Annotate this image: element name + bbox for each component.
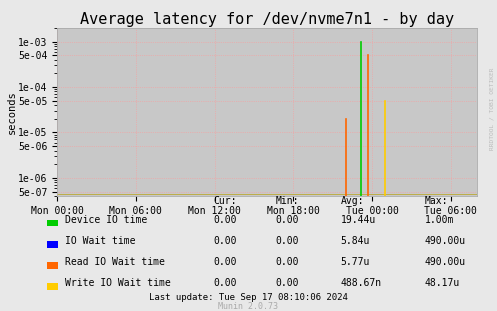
Text: 0.00: 0.00 — [214, 215, 237, 225]
Text: 0.00: 0.00 — [276, 278, 299, 288]
Text: 48.17u: 48.17u — [425, 278, 460, 288]
Text: Munin 2.0.73: Munin 2.0.73 — [219, 302, 278, 311]
Text: 0.00: 0.00 — [276, 236, 299, 246]
Text: 0.00: 0.00 — [276, 257, 299, 267]
Text: Avg:: Avg: — [340, 196, 364, 206]
Text: IO Wait time: IO Wait time — [65, 236, 135, 246]
Text: RRDTOOL / TOBI OETIKER: RRDTOOL / TOBI OETIKER — [490, 67, 495, 150]
Text: 1.00m: 1.00m — [425, 215, 454, 225]
Text: Cur:: Cur: — [214, 196, 237, 206]
Text: 0.00: 0.00 — [214, 257, 237, 267]
Text: 0.00: 0.00 — [214, 236, 237, 246]
Text: 5.84u: 5.84u — [340, 236, 370, 246]
Text: 19.44u: 19.44u — [340, 215, 376, 225]
Text: Min:: Min: — [276, 196, 299, 206]
Text: 0.00: 0.00 — [276, 215, 299, 225]
Title: Average latency for /dev/nvme7n1 - by day: Average latency for /dev/nvme7n1 - by da… — [80, 12, 454, 27]
Text: 490.00u: 490.00u — [425, 257, 466, 267]
Y-axis label: seconds: seconds — [6, 90, 17, 134]
Text: 5.77u: 5.77u — [340, 257, 370, 267]
Text: Device IO time: Device IO time — [65, 215, 147, 225]
Text: Write IO Wait time: Write IO Wait time — [65, 278, 170, 288]
Text: Read IO Wait time: Read IO Wait time — [65, 257, 165, 267]
Text: 0.00: 0.00 — [214, 278, 237, 288]
Text: Last update: Tue Sep 17 08:10:06 2024: Last update: Tue Sep 17 08:10:06 2024 — [149, 293, 348, 302]
Text: Max:: Max: — [425, 196, 448, 206]
Text: 490.00u: 490.00u — [425, 236, 466, 246]
Text: 488.67n: 488.67n — [340, 278, 382, 288]
